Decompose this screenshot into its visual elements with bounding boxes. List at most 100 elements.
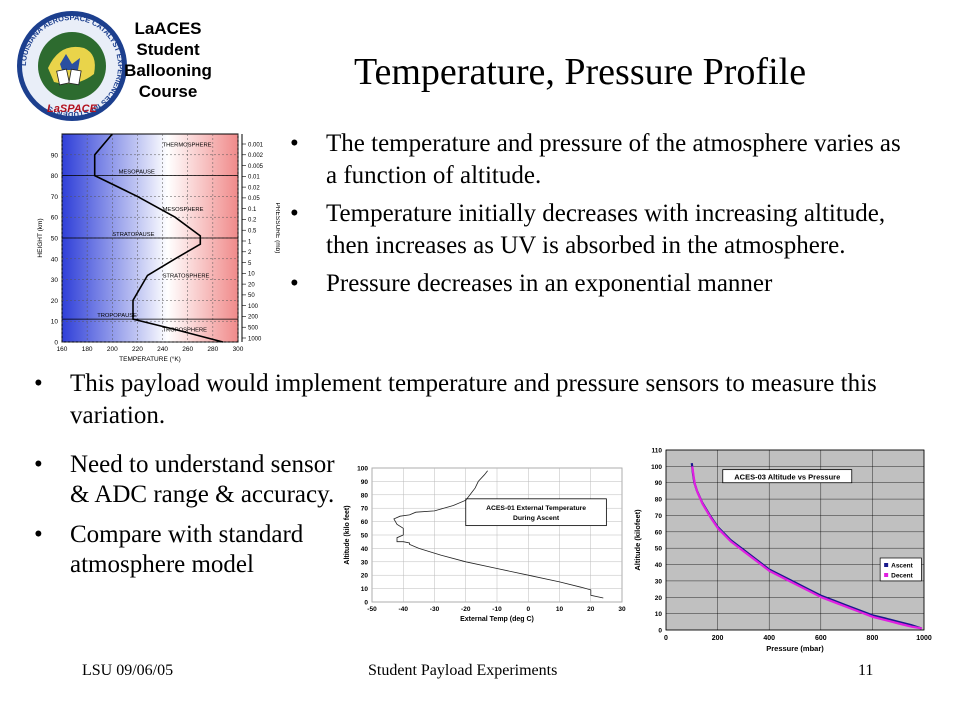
course-name-line: Student: [136, 40, 200, 59]
pressure-tick-label: 0.1: [248, 207, 257, 213]
x-tick-label: -10: [492, 606, 502, 613]
chart-title-line: During Ascent: [513, 515, 560, 522]
pressure-tick-label: 0.01: [248, 175, 260, 181]
y-tick-label: 30: [655, 578, 663, 585]
y-tick-label: 80: [51, 173, 59, 180]
x-tick-label: 160: [57, 346, 68, 353]
y-tick-label: 70: [51, 194, 59, 201]
y-tick-label: 10: [655, 611, 663, 618]
bullet-item: Pressure decreases in an exponential man…: [290, 268, 910, 300]
layer-label: THERMOSPHERE: [163, 142, 212, 148]
bullet-item: Temperature initially decreases with inc…: [290, 198, 910, 262]
y-tick-label: 40: [361, 546, 369, 553]
y-tick-label: 10: [51, 319, 59, 326]
y-axis-label: Altitude (kilofeet): [633, 509, 642, 571]
y-tick-label: 80: [361, 492, 369, 499]
chart-title: ACES-03 Altitude vs Pressure: [734, 473, 840, 482]
y-tick-label: 30: [361, 559, 369, 566]
y-tick-label: 0: [658, 628, 662, 635]
mid-bullet-list: This payload would implement temperature…: [34, 368, 914, 432]
pressure-tick-label: 500: [248, 326, 259, 332]
y-tick-label: 60: [51, 215, 59, 222]
x-tick-label: 30: [618, 606, 626, 613]
pressure-tick-label: 0.5: [248, 229, 257, 235]
top-bullet-list: The temperature and pressure of the atmo…: [290, 128, 910, 306]
pressure-tick-label: 0.02: [248, 185, 260, 191]
y-tick-label: 50: [51, 236, 59, 243]
x-tick-label: 280: [207, 346, 218, 353]
pressure-tick-label: 0.001: [248, 142, 264, 148]
pressure-tick-label: 1: [248, 239, 252, 245]
y-axis-label: HEIGHT (km): [37, 218, 44, 257]
y-tick-label: 20: [51, 298, 59, 305]
layer-label: TROPOSPHERE: [163, 328, 208, 334]
bullet-item: Compare with standard atmosphere model: [34, 520, 344, 580]
y-tick-label: 70: [655, 513, 663, 520]
footer-date: LSU 09/06/05: [82, 662, 174, 679]
y-tick-label: 90: [51, 152, 59, 159]
legend-marker: [884, 573, 889, 577]
pressure-tick-label: 100: [248, 304, 259, 310]
pressure-tick-label: 2: [248, 250, 252, 256]
y-tick-label: 50: [361, 533, 369, 540]
x-tick-label: 0: [526, 606, 530, 613]
x-tick-label: -20: [461, 606, 471, 613]
bullet-item: This payload would implement temperature…: [34, 368, 914, 432]
x-tick-label: -50: [367, 606, 377, 613]
x-tick-label: 600: [815, 635, 827, 642]
x-tick-label: 220: [132, 346, 143, 353]
y-tick-label: 90: [655, 480, 663, 487]
course-name-line: Ballooning: [124, 61, 212, 80]
pressure-tick-label: 20: [248, 282, 255, 288]
x-tick-label: 400: [763, 635, 775, 642]
title-box: [465, 498, 607, 527]
y-axis-label: Altitude (kilo feet): [344, 505, 351, 564]
x-tick-label: 260: [182, 346, 193, 353]
layer-label: MESOSPHERE: [163, 207, 204, 213]
legend-box: [879, 557, 922, 582]
footer-title: Student Payload Experiments: [368, 662, 558, 679]
aces01-temperature-chart: -50 -40 -30 -20 -10 0 10 20 30 0 10 20 30 40 50 60 70 80 9…: [344, 466, 626, 624]
course-name-line: LaACES: [134, 19, 202, 38]
y-tick-label: 100: [651, 464, 662, 471]
pressure-tick-label: 0.005: [248, 164, 264, 170]
y-tick-label: 60: [655, 529, 663, 536]
page-number: 11: [858, 662, 874, 679]
y-tick-label: 60: [361, 519, 369, 526]
legend-label: Decent: [891, 573, 914, 580]
x-tick-label: 200: [107, 346, 118, 353]
y-tick-label: 50: [655, 546, 663, 553]
y-tick-label: 20: [361, 573, 369, 580]
bullet-item: Need to understand sensor & ADC range & …: [34, 450, 344, 510]
pressure-tick-label: 5: [248, 261, 252, 267]
layer-label: STRATOSPHERE: [163, 274, 210, 280]
course-name: LaACES Student Ballooning Course: [118, 18, 218, 102]
x-axis-label: External Temp (deg C): [460, 616, 534, 623]
y-tick-label: 110: [652, 448, 663, 455]
x-tick-label: 240: [157, 346, 168, 353]
y-tick-label: 90: [361, 479, 369, 486]
layer-label: MESOPAUSE: [119, 170, 155, 176]
legend-marker: [884, 563, 889, 567]
y-tick-label: 10: [361, 586, 369, 593]
laspace-logo: LOUISIANA AEROSPACE CATALYST EXPERIENCES…: [17, 11, 127, 121]
course-name-line: Course: [138, 82, 198, 101]
pressure-tick-label: 0.05: [248, 196, 260, 202]
x-tick-label: -30: [430, 606, 440, 613]
x-tick-label: 200: [712, 635, 724, 642]
y-tick-label: 70: [361, 506, 369, 513]
pressure-axis-label: PRESSURE (mb): [274, 203, 280, 254]
pressure-tick-label: 50: [248, 293, 255, 299]
x-axis-label: TEMPERATURE (°K): [119, 355, 181, 363]
y-tick-label: 0: [364, 600, 368, 607]
atmosphere-profile-chart: 160 180 200 220 240 260 280 3000102030405060708…: [37, 133, 280, 363]
x-tick-label: 20: [587, 606, 595, 613]
x-tick-label: 10: [556, 606, 564, 613]
layer-label: TROPOPAUSE: [97, 313, 137, 319]
y-tick-label: 40: [51, 256, 59, 263]
y-tick-label: 30: [51, 277, 59, 284]
y-tick-label: 40: [655, 562, 663, 569]
pressure-tick-label: 0.002: [248, 153, 264, 159]
pressure-tick-label: 1000: [248, 336, 262, 342]
y-tick-label: 0: [54, 340, 58, 347]
